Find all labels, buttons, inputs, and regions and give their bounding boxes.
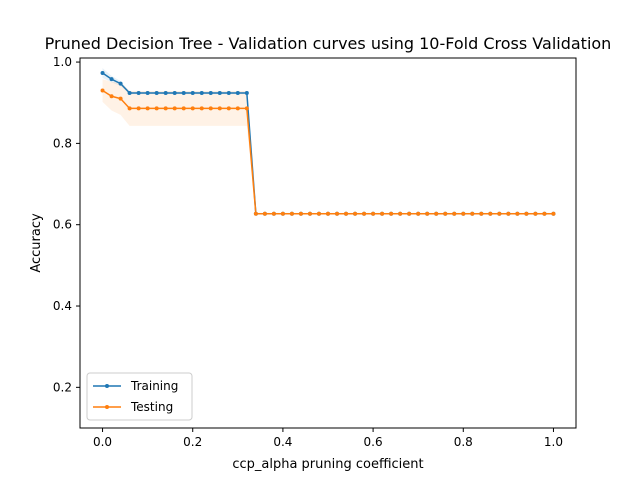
y-tick-label: 0.8 — [53, 136, 72, 150]
testing-point — [398, 211, 403, 216]
testing-point — [262, 211, 267, 216]
testing-point — [497, 211, 502, 216]
y-axis-label: Accuracy — [29, 213, 44, 273]
training-point — [154, 90, 159, 95]
training-point — [100, 71, 105, 76]
legend-marker-training — [105, 384, 109, 388]
training-point — [181, 90, 186, 95]
training-point — [208, 90, 213, 95]
testing-point — [280, 211, 285, 216]
testing-point — [190, 106, 195, 111]
testing-confidence-band — [102, 79, 554, 215]
testing-point — [353, 211, 358, 216]
chart-title: Pruned Decision Tree - Validation curves… — [45, 34, 612, 53]
testing-point — [551, 211, 556, 216]
legend-box — [86, 372, 193, 421]
y-tick-label: 0.2 — [53, 380, 72, 394]
legend: Training Testing — [86, 372, 193, 421]
testing-point — [289, 211, 294, 216]
testing-point — [235, 106, 240, 111]
training-point — [163, 90, 168, 95]
testing-point — [127, 106, 132, 111]
testing-point — [208, 106, 213, 111]
x-tick-label: 0.8 — [454, 435, 473, 449]
training-point — [235, 90, 240, 95]
testing-point — [244, 106, 249, 111]
testing-point — [443, 211, 448, 216]
testing-point — [181, 106, 186, 111]
testing-point — [154, 106, 159, 111]
testing-point — [425, 211, 430, 216]
testing-point — [226, 106, 231, 111]
x-axis-label: ccp_alpha pruning coefficient — [232, 457, 423, 472]
testing-point — [118, 96, 123, 101]
training-point — [244, 90, 249, 95]
testing-point — [335, 211, 340, 216]
testing-point — [271, 211, 276, 216]
testing-point — [488, 211, 493, 216]
testing-point — [506, 211, 511, 216]
x-tick-label: 0.0 — [93, 435, 112, 449]
testing-point — [434, 211, 439, 216]
series-markers — [100, 71, 556, 216]
testing-point — [416, 211, 421, 216]
testing-point — [172, 106, 177, 111]
testing-point — [452, 211, 457, 216]
training-point — [127, 90, 132, 95]
testing-point — [542, 211, 547, 216]
testing-point — [163, 106, 168, 111]
testing-point — [461, 211, 466, 216]
testing-point — [362, 211, 367, 216]
testing-point — [253, 211, 258, 216]
training-point — [109, 77, 114, 82]
training-point — [199, 90, 204, 95]
testing-point — [380, 211, 385, 216]
y-tick-label: 0.6 — [53, 218, 72, 232]
testing-point — [326, 211, 330, 216]
testing-point — [136, 106, 141, 111]
x-tick-label: 0.2 — [183, 435, 202, 449]
legend-marker-testing — [105, 405, 109, 409]
testing-point — [145, 106, 150, 111]
legend-label-training: Training — [130, 379, 178, 393]
testing-point — [407, 211, 412, 216]
training-point — [217, 90, 222, 95]
plot-frame — [79, 57, 577, 429]
testing-point — [217, 106, 222, 111]
y-tick-label: 1.0 — [53, 55, 72, 69]
testing-point — [100, 88, 105, 93]
legend-label-testing: Testing — [130, 400, 173, 414]
training-point — [226, 90, 231, 95]
testing-point — [389, 211, 394, 216]
testing-point — [344, 211, 349, 216]
training-point — [145, 90, 150, 95]
testing-point — [470, 211, 475, 216]
y-tick-label: 0.4 — [53, 299, 72, 313]
testing-point — [199, 106, 204, 111]
testing-point — [371, 211, 376, 216]
training-point — [118, 81, 123, 86]
training-point — [136, 90, 141, 95]
testing-point — [109, 94, 114, 99]
testing-point — [479, 211, 484, 216]
testing-point — [316, 211, 321, 216]
testing-point — [298, 211, 303, 216]
x-tick-label: 0.4 — [273, 435, 292, 449]
x-axis-ticks: 0.0 0.2 0.4 0.6 0.8 1.0 — [93, 428, 563, 449]
training-point — [190, 90, 195, 95]
testing-point — [515, 211, 520, 216]
testing-point — [533, 211, 538, 216]
testing-point — [524, 211, 529, 216]
y-axis-ticks: 0.2 0.4 0.6 0.8 1.0 — [53, 55, 80, 394]
x-tick-label: 1.0 — [544, 435, 563, 449]
training-point — [172, 90, 177, 95]
x-tick-label: 0.6 — [364, 435, 383, 449]
confidence-bands — [102, 68, 554, 215]
testing-point — [307, 211, 312, 216]
